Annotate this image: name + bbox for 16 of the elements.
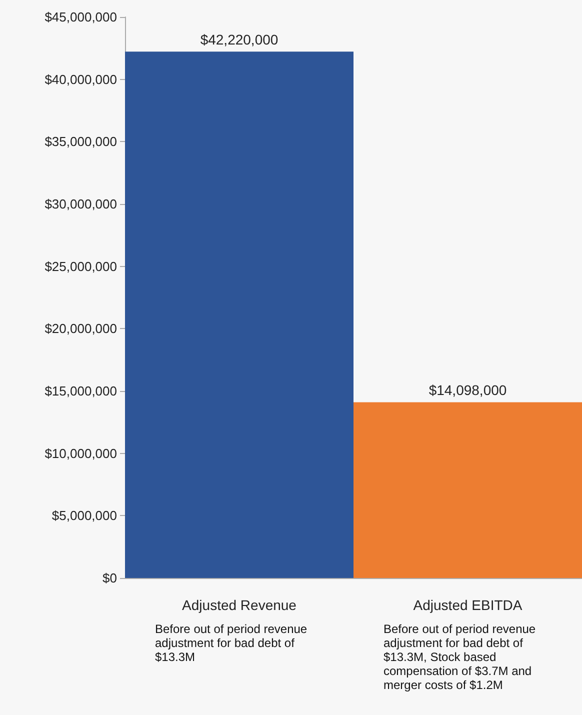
y-tick-label: $35,000,000: [44, 134, 117, 150]
y-tick-label: $0: [102, 570, 117, 586]
x-tick-label: Adjusted Revenue: [182, 597, 297, 613]
data-label: $42,220,000: [200, 32, 278, 48]
y-tick-label: $20,000,000: [44, 321, 117, 336]
y-tick-label: $30,000,000: [44, 196, 117, 212]
text: Before out of period revenue adjustment for bad debt of $13.3M, Stock based compensation of $3.7M and merger costs of $1.2M: [384, 622, 536, 692]
data-label: $14,098,000: [428, 382, 507, 398]
y-tick-label: $25,000,000: [44, 258, 117, 274]
y-tick-label: $45,000,000: [44, 10, 117, 24]
y-tick-label: $40,000,000: [44, 72, 117, 87]
x-tick-label: Adjusted EBITDA: [413, 597, 523, 613]
y-tick-label: $5,000,000: [52, 508, 117, 524]
text: Before out of period revenue adjustment for bad debt of $13.3M: [155, 622, 308, 664]
y-tick-label: $15,000,000: [44, 384, 117, 398]
y-tick-label: $10,000,000: [44, 446, 117, 461]
